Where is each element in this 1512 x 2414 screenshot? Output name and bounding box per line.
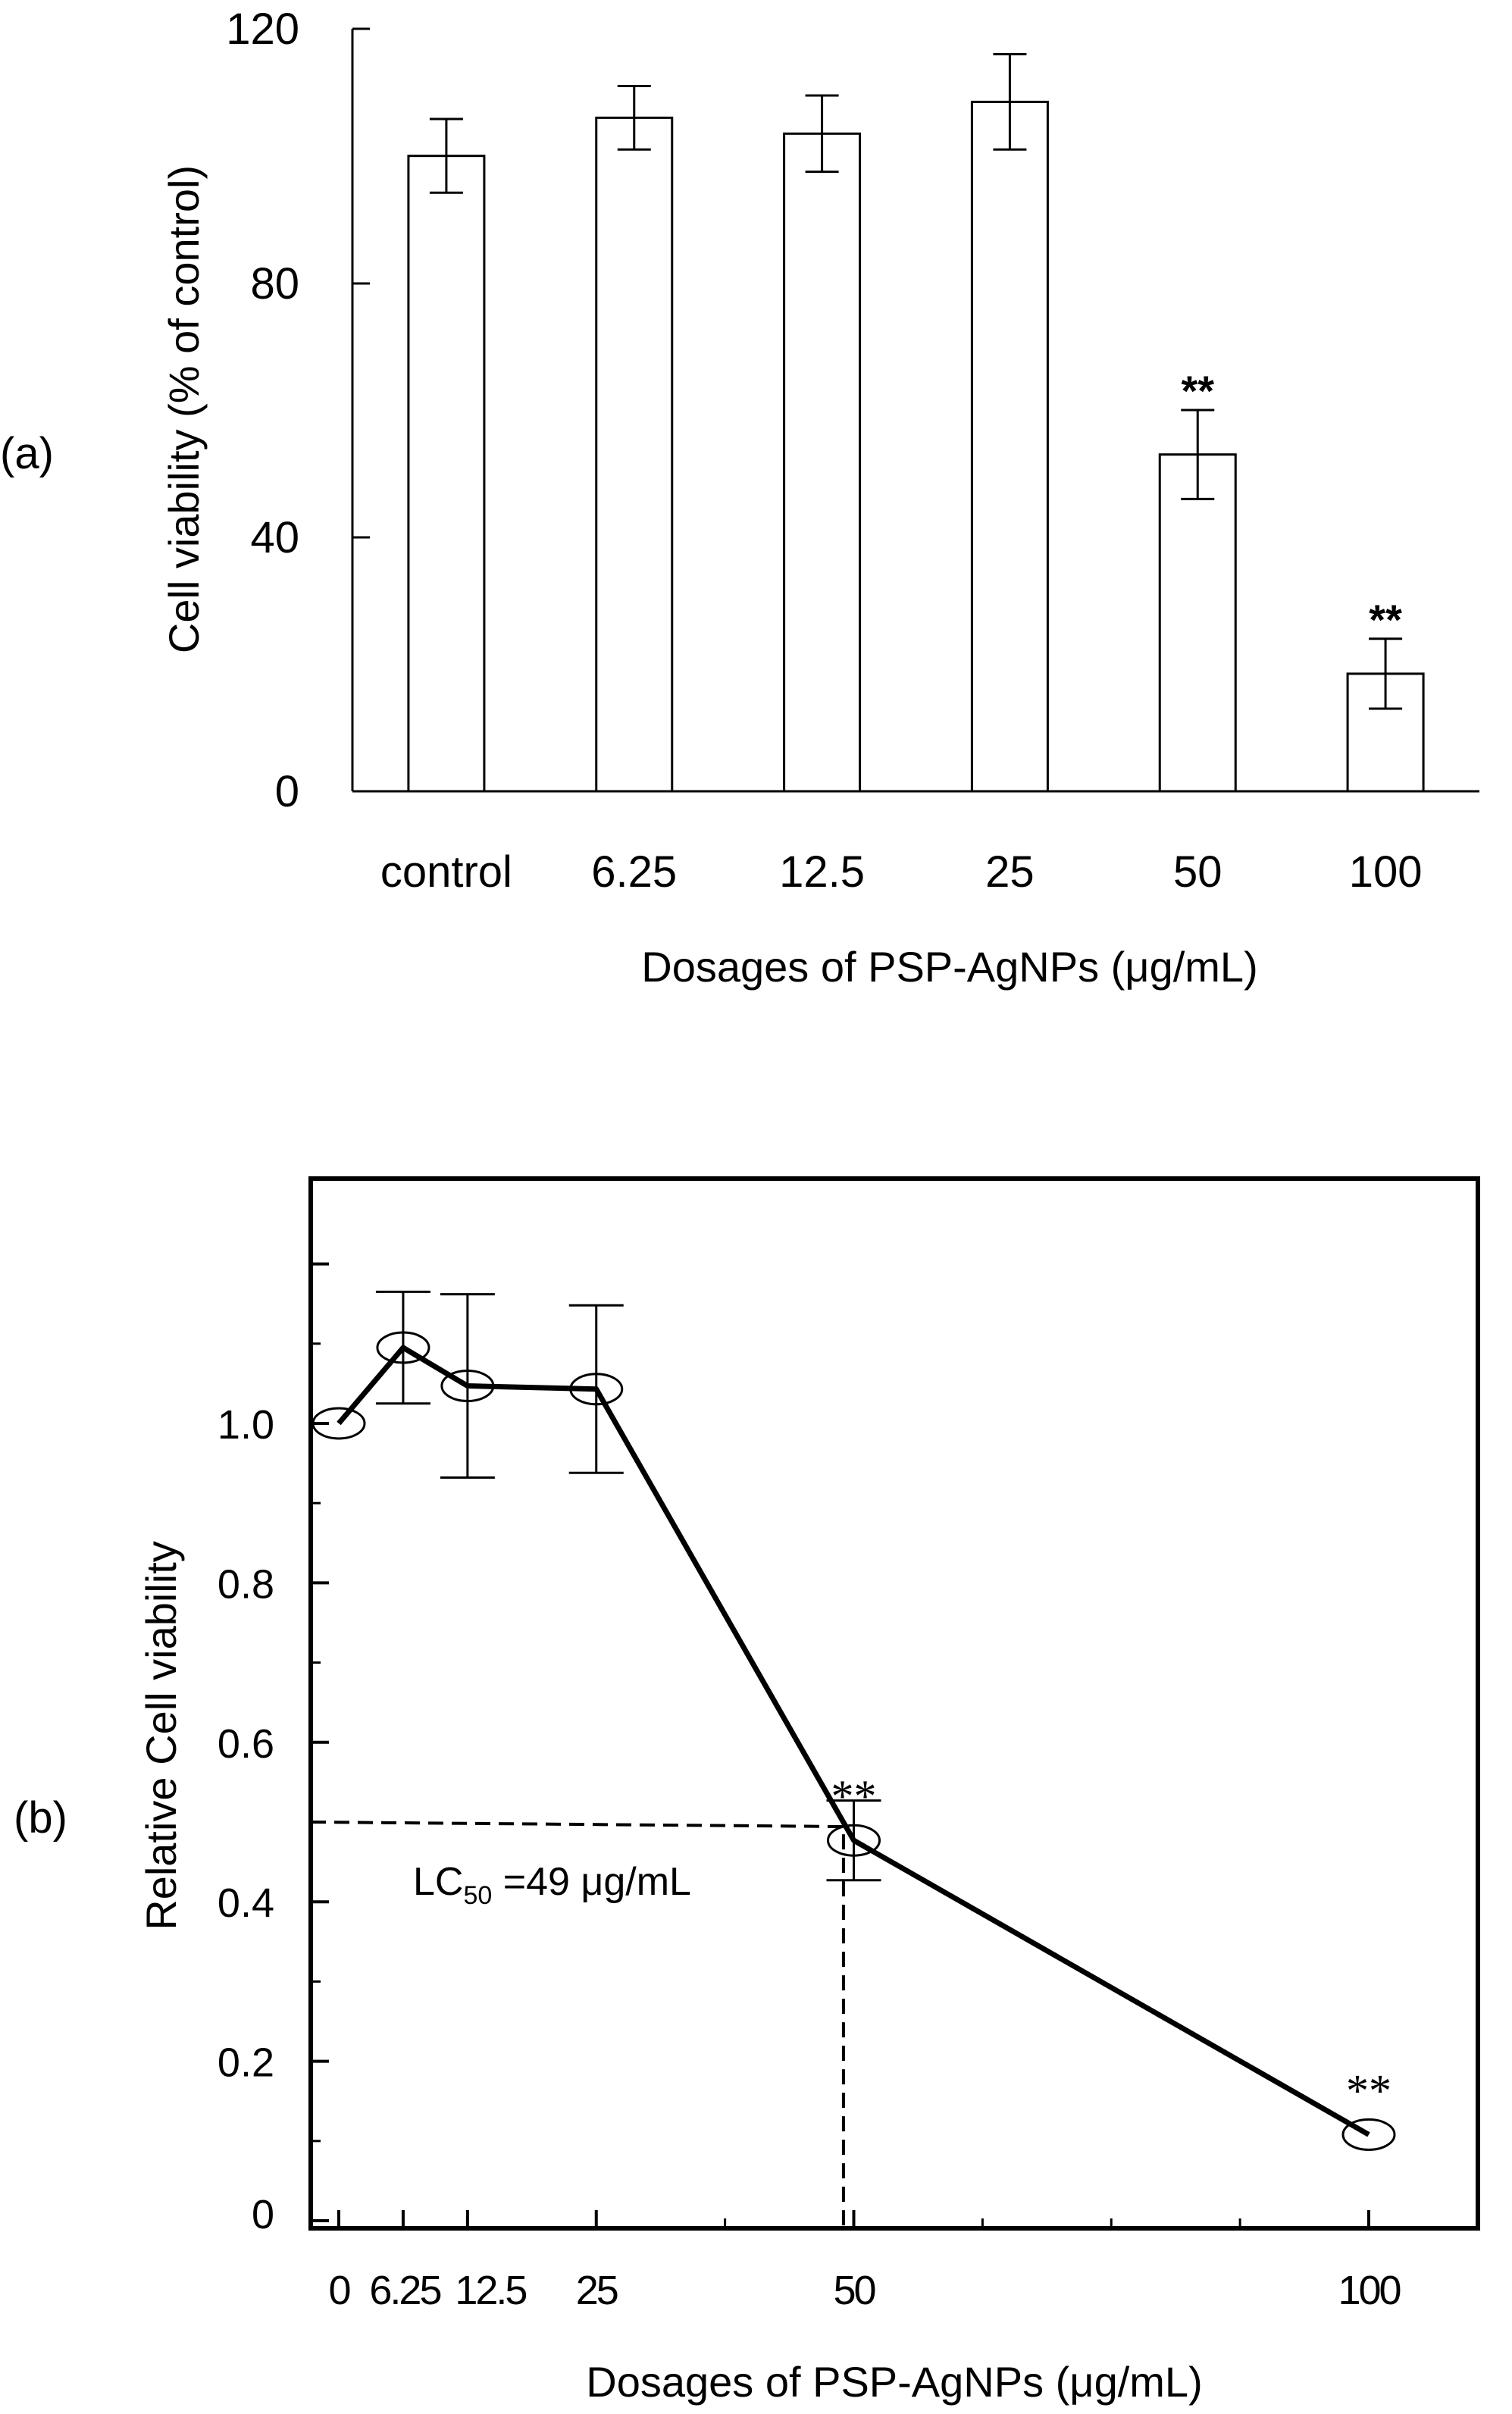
y-tick-label: 0.2 bbox=[218, 2040, 274, 2086]
lc50-prefix: LC bbox=[413, 1860, 463, 1904]
panel-b-label: (b) bbox=[14, 1793, 67, 1843]
x-tick-label: 6.25 bbox=[591, 847, 677, 897]
bar-control bbox=[407, 155, 486, 793]
panel-a-y-tick-labels: 0 40 80 120 bbox=[226, 5, 299, 816]
panel-a-ytick-label: 80 bbox=[250, 259, 299, 308]
lc50-guide-lines bbox=[310, 1821, 845, 2228]
panel-a-bars: ** ** bbox=[407, 53, 1425, 793]
data-point-marker bbox=[569, 1373, 624, 1406]
panel-b-plot: ** ** bbox=[310, 1290, 1396, 2228]
y-tick-label: 0.4 bbox=[218, 1880, 274, 1926]
y-tick-label: 0.8 bbox=[218, 1561, 274, 1607]
x-tick-label: 12.5 bbox=[455, 2268, 526, 2313]
x-tick-label: 12.5 bbox=[779, 847, 865, 897]
panel-a: (a) 0 40 80 120 Cell viability (% of con… bbox=[0, 5, 1479, 991]
y-tick-label: 1.0 bbox=[218, 1402, 274, 1448]
x-tick-label: 0 bbox=[328, 2268, 349, 2313]
x-tick-label: control bbox=[380, 847, 512, 897]
panel-b-x-ticks: 0 6.25 12.5 25 50 100 bbox=[328, 2210, 1403, 2313]
x-tick-label: 50 bbox=[1173, 847, 1222, 897]
bar-25 bbox=[970, 100, 1049, 793]
significance-marker: ** bbox=[831, 1771, 877, 1821]
significance-marker: ** bbox=[1346, 2065, 1391, 2115]
panel-a-ytick-label: 120 bbox=[226, 5, 299, 54]
x-tick-label: 50 bbox=[833, 2268, 875, 2313]
panel-b-y-ticks: 0 0.2 0.4 0.6 0.8 1.0 bbox=[218, 1262, 329, 2237]
lc50-annotation: LC50 =49 μg/mL bbox=[413, 1860, 691, 1910]
panel-b-x-axis-title: Dosages of PSP-AgNPs (μg/mL) bbox=[586, 2358, 1202, 2406]
panel-a-ytick-label: 40 bbox=[250, 513, 299, 562]
bar-50 bbox=[1158, 453, 1237, 793]
panel-b-frame bbox=[308, 1176, 1480, 2231]
data-point-marker bbox=[376, 1331, 430, 1364]
y-tick-label: 0 bbox=[252, 2192, 274, 2237]
panel-a-ytick-label: 0 bbox=[275, 767, 299, 816]
lc50-value: =49 μg/mL bbox=[492, 1860, 691, 1904]
viability-line bbox=[337, 1345, 1370, 2137]
x-tick-label: 100 bbox=[1338, 2268, 1400, 2313]
bar-12.5 bbox=[783, 132, 862, 793]
y-tick-label: 0.6 bbox=[218, 1721, 274, 1767]
panel-a-x-axis-title: Dosages of PSP-AgNPs (μg/mL) bbox=[641, 943, 1257, 991]
x-tick-label: 100 bbox=[1349, 847, 1423, 897]
panel-b-y-axis-title: Relative Cell viability bbox=[137, 1541, 185, 1930]
significance-marker: ** bbox=[1369, 596, 1402, 643]
x-tick-label: 25 bbox=[985, 847, 1035, 897]
lc50-subscript: 50 bbox=[463, 1881, 492, 1910]
x-tick-label: 6.25 bbox=[369, 2268, 440, 2313]
data-point-marker bbox=[440, 1370, 495, 1403]
data-point-marker bbox=[311, 1407, 366, 1440]
bar-6.25 bbox=[595, 116, 674, 793]
panel-a-x-tick-labels: control 6.25 12.5 25 50 100 bbox=[380, 847, 1423, 897]
panel-b: (b) 0 0.2 0.4 0.6 0.8 1.0 0 6.25 12.5 25 50 100 Re… bbox=[14, 1176, 1480, 2406]
panel-a-label: (a) bbox=[0, 429, 54, 478]
panel-a-axes bbox=[351, 27, 1479, 793]
data-point-marker bbox=[1341, 2118, 1396, 2151]
panel-a-y-axis-title: Cell viability (% of control) bbox=[160, 165, 208, 653]
data-point-marker bbox=[827, 1824, 881, 1857]
x-tick-label: 25 bbox=[576, 2268, 618, 2313]
significance-marker: ** bbox=[1181, 367, 1214, 415]
